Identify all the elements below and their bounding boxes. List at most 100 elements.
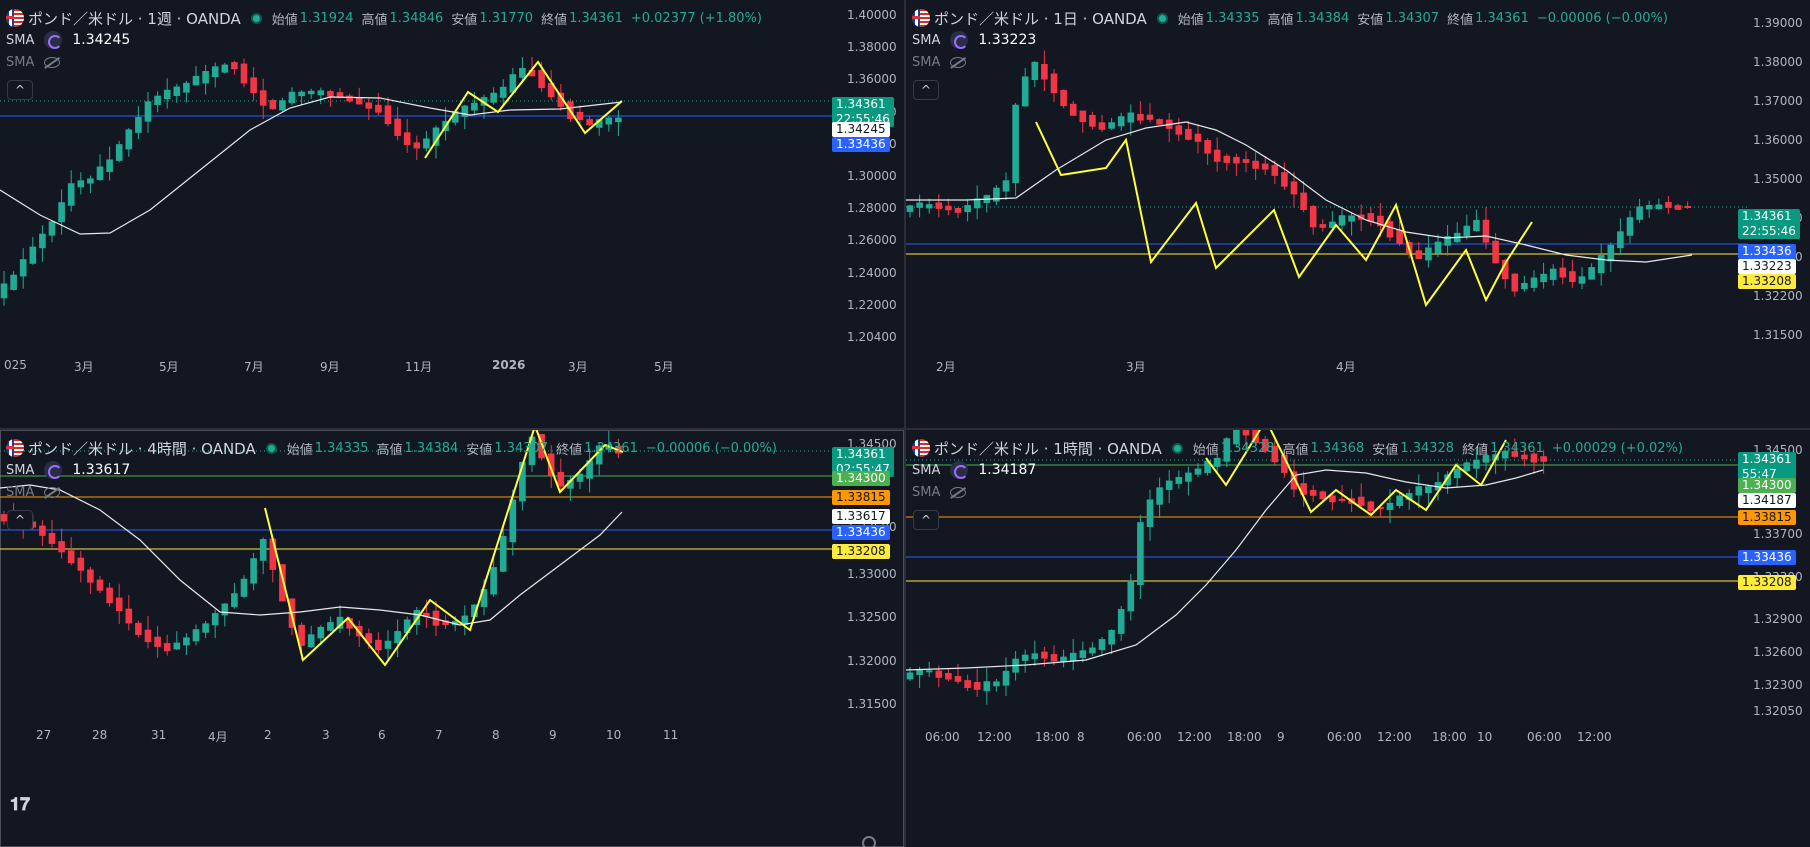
candle-body	[125, 608, 133, 624]
candle-body	[1060, 656, 1067, 662]
eye-off-icon[interactable]	[950, 57, 967, 68]
sma-value: 1.33223	[978, 32, 1037, 48]
chart-canvas[interactable]	[906, 430, 1810, 847]
collapse-legend-button[interactable]: ^	[913, 510, 939, 530]
chart-pane-1h[interactable]: ポンド／米ドル · 1時間 · OANDA 始値 1.34328 高値 1.3436…	[906, 430, 1810, 847]
price-tag[interactable]: 1.33436	[832, 525, 890, 540]
candle-body	[67, 550, 75, 564]
candle-body	[317, 90, 325, 96]
settings-gear-icon[interactable]	[862, 836, 876, 847]
market-status-icon[interactable]	[265, 442, 277, 454]
candle-body	[945, 672, 952, 680]
price-tag[interactable]: 1.34245	[832, 122, 890, 137]
price-tag[interactable]: 1.33815	[832, 490, 890, 505]
price-tag[interactable]: 1.33815	[1738, 510, 1796, 525]
candle-body	[1521, 282, 1528, 290]
eye-off-icon[interactable]	[44, 487, 61, 498]
candle-body	[1079, 110, 1087, 123]
candle-body	[10, 274, 17, 290]
price-axis-label: 1.37000	[1753, 94, 1803, 108]
sma-legend[interactable]: SMA 1.33223	[912, 31, 1036, 49]
candle-body	[432, 127, 440, 146]
candle-body	[615, 117, 622, 123]
tradingview-logo[interactable]: 𝟏𝟕	[10, 794, 31, 815]
price-tag[interactable]: 1.34300	[832, 471, 890, 486]
chart-pane-4h[interactable]: ポンド／米ドル · 4時間 · OANDA 始値 1.34335 高値 1.3438…	[0, 430, 904, 847]
time-axis-label: 3月	[74, 360, 94, 374]
candle-body	[1223, 155, 1231, 163]
candle-body	[288, 91, 296, 104]
legend-header: ポンド／米ドル · 1日 · OANDA 始値 1.34335 高値 1.34384…	[912, 8, 1668, 28]
eye-off-icon[interactable]	[950, 487, 967, 498]
candle-body	[528, 436, 536, 466]
price-tag[interactable]: 1.33436	[1738, 550, 1796, 565]
candle-body	[480, 589, 488, 607]
market-status-icon[interactable]	[1171, 442, 1183, 454]
collapse-legend-button[interactable]: ^	[7, 80, 33, 100]
sma-label: SMA	[6, 485, 35, 500]
candle-body	[993, 187, 1000, 202]
sma-legend-hidden[interactable]: SMA	[6, 55, 61, 70]
candle-body	[1425, 247, 1432, 261]
price-tag[interactable]: 1.33208	[1738, 274, 1796, 289]
low-label: 安値	[1357, 12, 1384, 28]
chart-pane-weekly[interactable]: ポンド／米ドル · 1週 · OANDA 始値 1.31924 高値 1.34846…	[0, 0, 904, 428]
candle-body	[1050, 73, 1058, 94]
countdown-label: 55:47	[1742, 467, 1777, 481]
price-tag[interactable]: 1.34300	[1738, 478, 1796, 493]
price-tag[interactable]: 1.33208	[1738, 575, 1796, 590]
market-status-icon[interactable]	[1156, 12, 1168, 24]
chart-canvas[interactable]	[0, 0, 904, 428]
chart-canvas[interactable]	[906, 0, 1810, 428]
candle-body	[1146, 499, 1154, 528]
price-tag[interactable]: 1.33436	[832, 137, 890, 152]
candle-body	[1521, 454, 1528, 460]
sma-legend[interactable]: SMA 1.34245	[6, 31, 130, 49]
open-label: 始値	[1177, 12, 1204, 28]
price-tag[interactable]: 1.33436	[1738, 244, 1796, 259]
candle-body	[48, 533, 56, 544]
loading-indicator-icon	[44, 31, 63, 49]
candle-body	[135, 622, 142, 635]
price-tag[interactable]: 1.33617	[832, 509, 890, 524]
symbol-title[interactable]: ポンド／米ドル · 1時間 · OANDA	[934, 439, 1162, 458]
eye-off-icon[interactable]	[44, 57, 61, 68]
price-tag[interactable]: 1.34361 22:55:46	[1738, 209, 1800, 239]
symbol-title[interactable]: ポンド／米ドル · 1日 · OANDA	[934, 9, 1147, 28]
time-axis-label: 3月	[1126, 360, 1146, 374]
sma-legend[interactable]: SMA 1.33617	[6, 461, 130, 479]
sma-label: SMA	[6, 32, 35, 48]
sma-legend-hidden[interactable]: SMA	[6, 485, 61, 500]
price-tag[interactable]: 1.34187	[1738, 493, 1796, 508]
candle-body	[1194, 468, 1202, 475]
candle-body	[595, 119, 603, 128]
collapse-legend-button[interactable]: ^	[913, 80, 939, 100]
price-tag[interactable]: 1.33223	[1738, 259, 1796, 274]
sma-legend-hidden[interactable]: SMA	[912, 55, 967, 70]
candle-body	[0, 283, 8, 299]
sma-legend-hidden[interactable]: SMA	[912, 485, 967, 500]
time-axis-label: 8	[1077, 730, 1085, 744]
pane-divider-vertical[interactable]	[904, 0, 906, 847]
gbpusd-flag-icon	[6, 439, 24, 457]
collapse-legend-button[interactable]: ^	[7, 510, 33, 530]
pane-divider-horizontal[interactable]	[0, 428, 1810, 430]
time-axis-label: 3	[322, 728, 330, 742]
sma-legend[interactable]: SMA 1.34187	[912, 461, 1036, 479]
price-tag[interactable]: 1.33208	[832, 544, 890, 559]
candle-body	[1137, 522, 1144, 586]
chart-canvas[interactable]	[0, 430, 904, 847]
chart-pane-daily[interactable]: ポンド／米ドル · 1日 · OANDA 始値 1.34335 高値 1.34384…	[906, 0, 1810, 428]
symbol-title[interactable]: ポンド／米ドル · 4時間 · OANDA	[28, 439, 256, 458]
open-value: 1.34335	[314, 440, 369, 456]
candle-body	[1069, 652, 1077, 662]
zigzag-line	[264, 430, 624, 667]
candle-body	[1194, 133, 1202, 142]
candle-body	[605, 117, 613, 125]
candle-body	[461, 105, 469, 117]
symbol-title[interactable]: ポンド／米ドル · 1週 · OANDA	[28, 9, 241, 28]
low-label: 安値	[451, 12, 478, 28]
price-tag[interactable]: 1.34361 55:47	[1738, 452, 1796, 482]
candle-body	[183, 637, 190, 646]
market-status-icon[interactable]	[250, 12, 262, 24]
